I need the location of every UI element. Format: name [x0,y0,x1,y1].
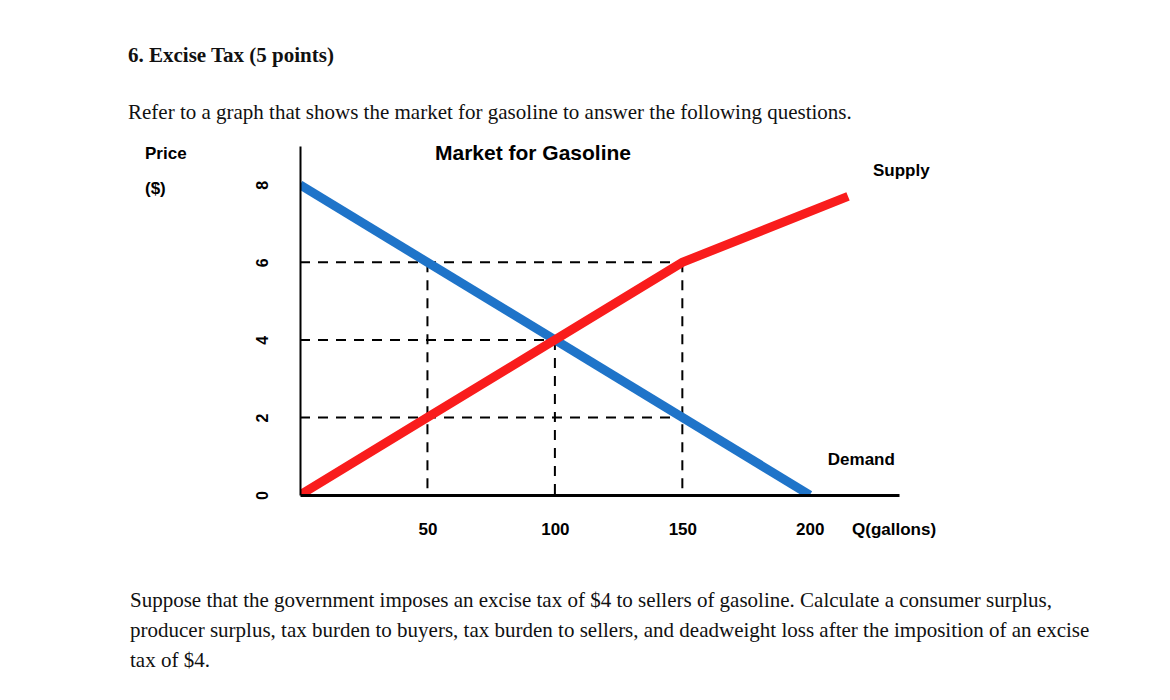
series-label: Supply [873,161,930,180]
guide-line [554,340,556,495]
intro: Refer to a graph that shows the market f… [128,97,1128,127]
x-tick: 200 [796,495,824,539]
x-tick: 50 [418,495,437,539]
x-axis-line [301,494,900,497]
y-axis: 0 2 4 6 8 [254,147,301,500]
guide-line [300,261,682,263]
y-tick: 2 [254,413,300,422]
x-tick-label: 100 [541,520,569,539]
y-tick: 4 [254,336,300,345]
y-axis-title: Price [145,144,187,163]
x-tick-label: 150 [669,520,697,539]
x-tick: 150 [669,495,697,539]
series-label: Demand [828,450,895,469]
y-tick-label: 4 [254,336,271,345]
chart-title: Market for Gasoline [435,141,631,164]
y-tick: 0 [254,491,300,500]
y-tick-label: 8 [254,181,271,190]
guide-line [681,262,683,495]
guide-line [426,262,428,495]
plot-area [300,185,848,495]
y-axis-line [300,147,302,496]
y-tick: 8 [254,181,300,190]
x-tick: 100 [541,495,569,539]
question: Suppose that the government imposes an e… [130,585,1105,675]
chart: Market for Gasoline Price ($) Demand Supply 5… [0,0,1170,700]
x-tick-label: 200 [796,520,824,539]
y-tick: 6 [254,258,300,267]
x-axis-title: Q(gallons) [852,520,936,539]
y-tick-label: 0 [254,491,271,500]
y-axis-title: ($) [145,179,166,198]
guide-line [300,416,682,418]
y-tick-label: 2 [254,413,271,422]
x-tick-label: 50 [418,520,437,539]
y-tick-label: 6 [254,258,271,267]
heading: 6. Excise Tax (5 points) [128,40,1028,70]
x-axis: 50 100 150 200 [301,495,900,539]
series-line [300,196,848,495]
